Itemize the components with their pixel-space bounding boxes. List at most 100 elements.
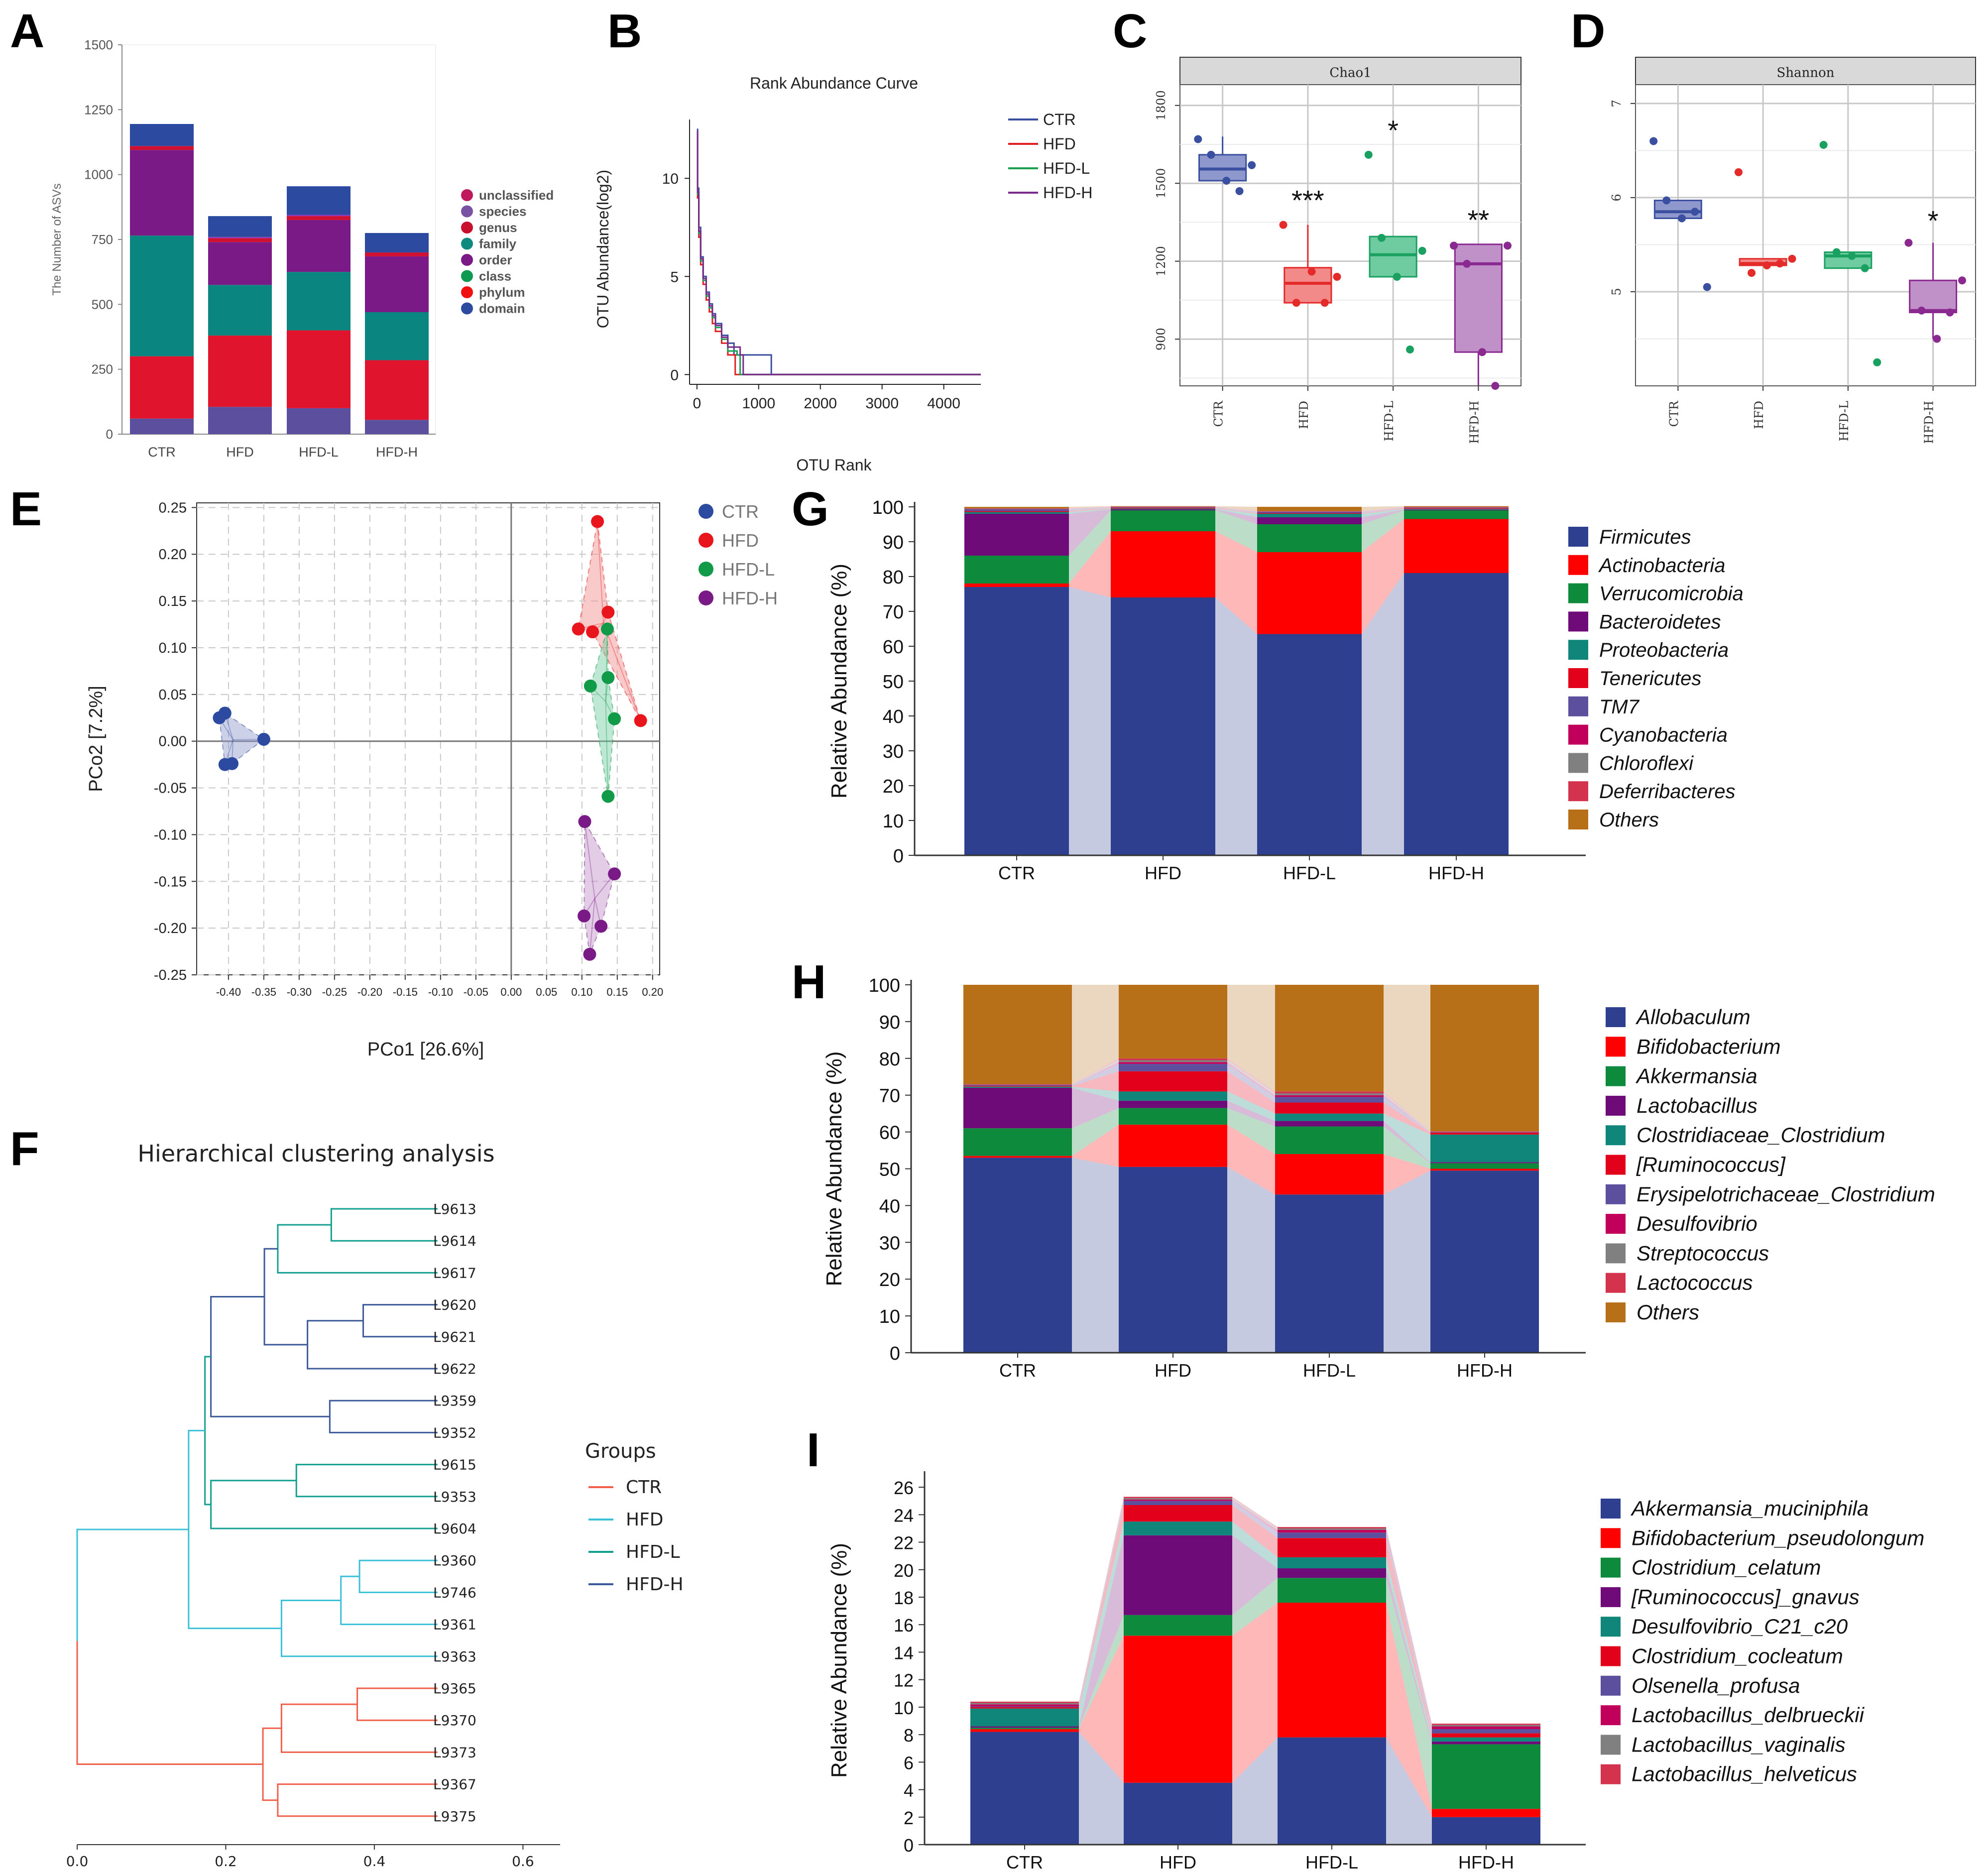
bar-segment (287, 272, 351, 331)
y-tick-label: 10 (879, 1306, 900, 1327)
flow-ribbon (1215, 508, 1257, 517)
bar-segment (1124, 1505, 1232, 1522)
legend-label: Verrucomicrobia (1599, 583, 1744, 605)
y-tick-label: 24 (894, 1505, 914, 1525)
centroid-spoke (605, 702, 609, 797)
flow-ribbon (1072, 1124, 1119, 1167)
legend-label: Allobaculum (1635, 1005, 1751, 1029)
y-tick-label: 18 (894, 1588, 914, 1608)
y-tick-label: 0.20 (159, 547, 187, 563)
dendrogram-branch (330, 1208, 438, 1242)
dendrogram-branch (295, 1464, 438, 1498)
leaf-label: L9353 (433, 1489, 476, 1505)
panel-letter-B: B (607, 4, 642, 58)
data-point (1904, 238, 1913, 247)
x-tick-label: 2000 (804, 395, 837, 412)
data-point (1248, 161, 1256, 169)
flow-ribbon (1215, 509, 1257, 524)
bar-segment (287, 215, 351, 217)
legend-marker (699, 504, 713, 519)
x-tick-label: HFD-H (1458, 1852, 1514, 1873)
box (1454, 243, 1503, 353)
panel-letter-D: D (1571, 4, 1605, 58)
y-tick-label: 70 (883, 602, 904, 623)
legend-marker (461, 270, 473, 282)
y-tick-label: 40 (883, 706, 904, 727)
flow-ribbon (1227, 1100, 1275, 1127)
bar-segment (1278, 1532, 1386, 1538)
legend-label: HFD (1043, 135, 1076, 153)
bar-segment (1119, 1167, 1227, 1353)
x-tick-label: 0.6 (512, 1853, 534, 1870)
flow-ribbon (1386, 1538, 1432, 1738)
legend-label: Clostridiaceae_Clostridium (1637, 1123, 1885, 1147)
data-point (1222, 176, 1231, 185)
bar-segment (1119, 1108, 1227, 1125)
data-point (1194, 135, 1202, 143)
y-tick-label: -0.05 (154, 781, 187, 797)
legend-swatch (1606, 1125, 1626, 1146)
bar-segment (964, 512, 1069, 514)
bar-segment (1430, 1133, 1539, 1135)
data-point (1364, 150, 1373, 159)
plot-frame (1635, 84, 1976, 386)
data-point (1788, 254, 1796, 263)
bar-segment (1432, 1733, 1540, 1738)
x-tick-label: HFD-L (1837, 401, 1851, 441)
bar-segment (964, 508, 1069, 509)
panel-i-chart: CTR HFD HFD-L HFD-H02468101214161820222426R… (827, 1471, 1924, 1873)
legend-swatch (1601, 1705, 1621, 1726)
y-tick-label: 0 (106, 427, 113, 442)
leaf-label: L9746 (433, 1584, 476, 1601)
legend-label: Desulfovibrio_C21_c20 (1632, 1615, 1848, 1638)
bar-segment (1111, 506, 1215, 507)
x-tick-label: 0.05 (536, 986, 557, 998)
flow-ribbon (1215, 531, 1257, 634)
bar-segment (1111, 510, 1215, 531)
flow-ribbon (1072, 1086, 1119, 1101)
bar-segment (1119, 1060, 1227, 1062)
flow-ribbon (1232, 1535, 1278, 1615)
x-tick-label: 4000 (927, 395, 960, 412)
data-point (1393, 272, 1401, 281)
y-tick-label: 750 (92, 232, 113, 247)
panel-letter-I: I (807, 1423, 820, 1477)
flow-ribbon (1362, 510, 1404, 552)
data-point (600, 622, 614, 636)
data-point (1873, 358, 1881, 366)
flow-ribbon (1072, 1063, 1119, 1086)
dendrogram-branch (362, 1304, 438, 1338)
bar-segment (130, 150, 194, 236)
legend-swatch (1568, 640, 1588, 660)
bar-segment (1275, 1097, 1384, 1103)
panel-h-chart: CTR HFD HFD-L HFD-H 0 10 20 30 40 50 60 70 80 90 100 Re… (822, 975, 1935, 1381)
x-tick-label: CTR (1212, 400, 1226, 427)
data-point (1207, 150, 1215, 159)
legend-swatch (1601, 1557, 1621, 1578)
y-tick-label: 0.00 (159, 734, 187, 750)
legend-marker (461, 222, 473, 234)
y-tick-label: 100 (869, 975, 900, 996)
leaf-label: L9621 (433, 1329, 476, 1345)
dendrogram-branch (188, 1429, 282, 1630)
bar-segment (964, 509, 1069, 511)
bar-segment (365, 420, 429, 434)
legend-swatch (1568, 724, 1588, 745)
series-line (697, 134, 981, 375)
bar-segment (1275, 1093, 1384, 1095)
x-tick-label: CTR (148, 445, 176, 460)
legend-swatch (1568, 753, 1588, 773)
x-tick-label: -0.30 (287, 986, 312, 998)
flow-ribbon (1384, 1102, 1430, 1135)
flow-ribbon (1232, 1505, 1278, 1557)
y-tick-label: 0 (904, 1835, 914, 1856)
dendrogram-branch (356, 1687, 438, 1721)
y-tick-label: 1500 (84, 37, 113, 52)
y-tick-label: -0.25 (154, 967, 187, 983)
dendrogram-branch (280, 1599, 438, 1657)
legend-label: class (479, 269, 511, 284)
bar-segment (963, 1086, 1072, 1088)
bar-segment (970, 1732, 1079, 1845)
flow-ribbon (1227, 1071, 1275, 1114)
